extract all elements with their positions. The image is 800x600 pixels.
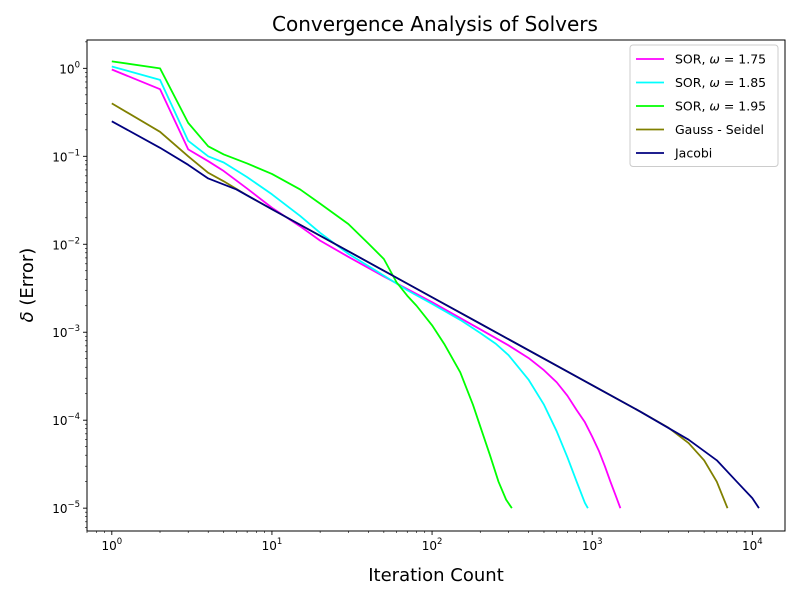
y-tick-label-3: 10−2	[52, 236, 80, 252]
legend-label-0: SOR, ω = 1.75	[675, 52, 766, 67]
series-line-2	[111, 60, 513, 509]
axes-frame	[86, 39, 786, 532]
x-tick-label-1: 101	[262, 537, 283, 553]
y-tick-label-1: 10−4	[52, 412, 80, 428]
y-axis: 10−5 10−4 10−3 10−2 10−1 100	[52, 41, 87, 528]
legend: SOR, ω = 1.75 SOR, ω = 1.85 SOR, ω = 1.95 G…	[629, 44, 779, 167]
x-tick-label-0: 100	[101, 537, 122, 553]
legend-label-3: Gauss - Seidel	[675, 122, 764, 137]
y-axis-label: δ (Error)	[17, 248, 38, 323]
legend-label-4: Jacobi	[674, 146, 712, 161]
y-tick-label-5: 100	[59, 60, 80, 76]
plot-area	[86, 39, 786, 532]
chart-title: Convergence Analysis of Solvers	[272, 12, 598, 36]
legend-label-2: SOR, ω = 1.95	[675, 99, 766, 114]
legend-label-1: SOR, ω = 1.85	[675, 75, 766, 90]
x-tick-label-3: 103	[582, 537, 603, 553]
series-line-0	[111, 68, 622, 509]
legend-box	[629, 44, 779, 167]
series-line-4	[111, 120, 760, 509]
series-line-1	[111, 65, 589, 509]
y-tick-label-2: 10−3	[52, 324, 80, 340]
y-axis-label-symbol: δ	[17, 311, 38, 322]
x-axis-label: Iteration Count	[368, 565, 504, 586]
x-tick-label-4: 104	[742, 537, 763, 553]
y-tick-label-4: 10−1	[52, 148, 80, 164]
y-tick-label-0: 10−5	[52, 500, 80, 516]
y-axis-label-text: (Error)	[17, 248, 38, 312]
x-tick-label-2: 102	[422, 537, 443, 553]
x-axis: 100 101 102 103 104	[86, 531, 763, 553]
